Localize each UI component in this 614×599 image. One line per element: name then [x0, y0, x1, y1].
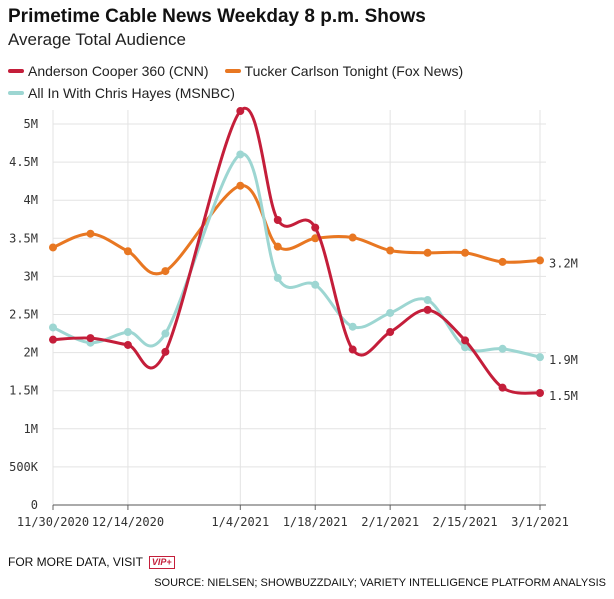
y-tick-label: 3.5M — [9, 231, 38, 245]
data-point-cnn — [536, 388, 544, 397]
series-line-cnn — [51, 106, 542, 395]
data-point-cnn — [348, 345, 357, 354]
y-tick-label: 0 — [31, 498, 38, 512]
footer-more-data: FOR MORE DATA, VISIT VIP+ — [8, 555, 175, 569]
data-point-fox — [498, 257, 507, 266]
vip-badge[interactable]: VIP+ — [148, 555, 175, 569]
data-point-fox — [236, 181, 245, 190]
x-tick-label: 2/1/2021 — [361, 515, 419, 529]
data-point-msnbc — [536, 353, 544, 362]
y-tick-label: 1.5M — [9, 384, 38, 398]
legend-label-fox: Tucker Carlson Tonight (Fox News) — [244, 63, 464, 79]
x-tick-label: 1/18/2021 — [283, 515, 348, 529]
chart-title: Primetime Cable News Weekday 8 p.m. Show… — [8, 6, 426, 27]
data-point-cnn — [461, 336, 470, 345]
data-point-msnbc — [123, 328, 132, 337]
data-point-cnn — [236, 107, 245, 116]
data-point-cnn — [161, 347, 170, 356]
data-point-msnbc — [423, 296, 432, 305]
y-tick-label: 1M — [24, 422, 38, 436]
data-point-cnn — [311, 223, 320, 232]
y-tick-label: 2.5M — [9, 308, 38, 322]
data-point-fox — [273, 242, 282, 251]
data-point-msnbc — [386, 308, 395, 317]
data-point-cnn — [498, 383, 507, 392]
x-tick-label: 11/30/2020 — [17, 515, 89, 529]
data-point-msnbc — [311, 280, 320, 289]
end-label-fox: 3.2M — [549, 256, 578, 270]
data-point-cnn — [273, 216, 282, 225]
y-tick-label: 500K — [9, 460, 39, 474]
data-point-fox — [423, 248, 432, 257]
data-point-fox — [161, 267, 170, 276]
y-tick-label: 4.5M — [9, 155, 38, 169]
data-point-fox — [386, 246, 395, 255]
data-point-msnbc — [236, 150, 245, 159]
x-tick-label: 2/15/2021 — [433, 515, 498, 529]
data-point-msnbc — [498, 344, 507, 353]
legend-swatch-fox — [224, 69, 241, 73]
data-point-msnbc — [161, 329, 170, 338]
data-point-cnn — [386, 328, 395, 337]
data-point-fox — [311, 234, 320, 243]
legend-swatch-cnn — [8, 69, 24, 73]
chart-subtitle: Average Total Audience — [8, 30, 187, 49]
data-point-msnbc — [348, 322, 357, 331]
y-tick-label: 4M — [24, 193, 38, 207]
data-point-msnbc — [461, 343, 470, 352]
end-label-cnn: 1.5M — [549, 389, 578, 403]
data-point-fox — [536, 256, 544, 265]
data-point-fox — [86, 229, 95, 238]
footer-more-data-text: FOR MORE DATA, VISIT — [8, 555, 143, 569]
legend-item-fox: Tucker Carlson Tonight (Fox News) — [224, 63, 464, 79]
series-line-msnbc — [51, 152, 542, 359]
footer-source: SOURCE: NIELSEN; SHOWBUZZDAILY; VARIETY … — [154, 577, 606, 589]
y-tick-label: 3M — [24, 269, 38, 283]
data-point-msnbc — [49, 323, 57, 332]
data-point-cnn — [123, 340, 132, 349]
end-label-msnbc: 1.9M — [549, 353, 578, 367]
legend-item-msnbc: All In With Chris Hayes (MSNBC) — [8, 85, 235, 101]
data-point-cnn — [49, 335, 57, 344]
legend-label-cnn: Anderson Cooper 360 (CNN) — [28, 63, 209, 79]
series-line-fox — [51, 184, 542, 276]
legend-item-cnn: Anderson Cooper 360 (CNN) — [8, 63, 209, 79]
x-tick-label: 3/1/2021 — [511, 515, 569, 529]
data-point-fox — [461, 248, 470, 257]
legend-label-msnbc: All In With Chris Hayes (MSNBC) — [28, 85, 235, 101]
legend: Anderson Cooper 360 (CNN) Tucker Carlson… — [8, 60, 608, 104]
data-point-cnn — [86, 334, 95, 343]
data-point-fox — [49, 243, 57, 252]
data-point-fox — [348, 233, 357, 242]
data-point-fox — [123, 247, 132, 256]
y-tick-label: 5M — [24, 117, 38, 131]
y-tick-label: 2M — [24, 346, 38, 360]
data-point-msnbc — [273, 273, 282, 282]
data-point-cnn — [423, 305, 432, 314]
legend-swatch-msnbc — [8, 91, 24, 95]
x-tick-label: 1/4/2021 — [211, 515, 269, 529]
x-tick-label: 12/14/2020 — [92, 515, 164, 529]
